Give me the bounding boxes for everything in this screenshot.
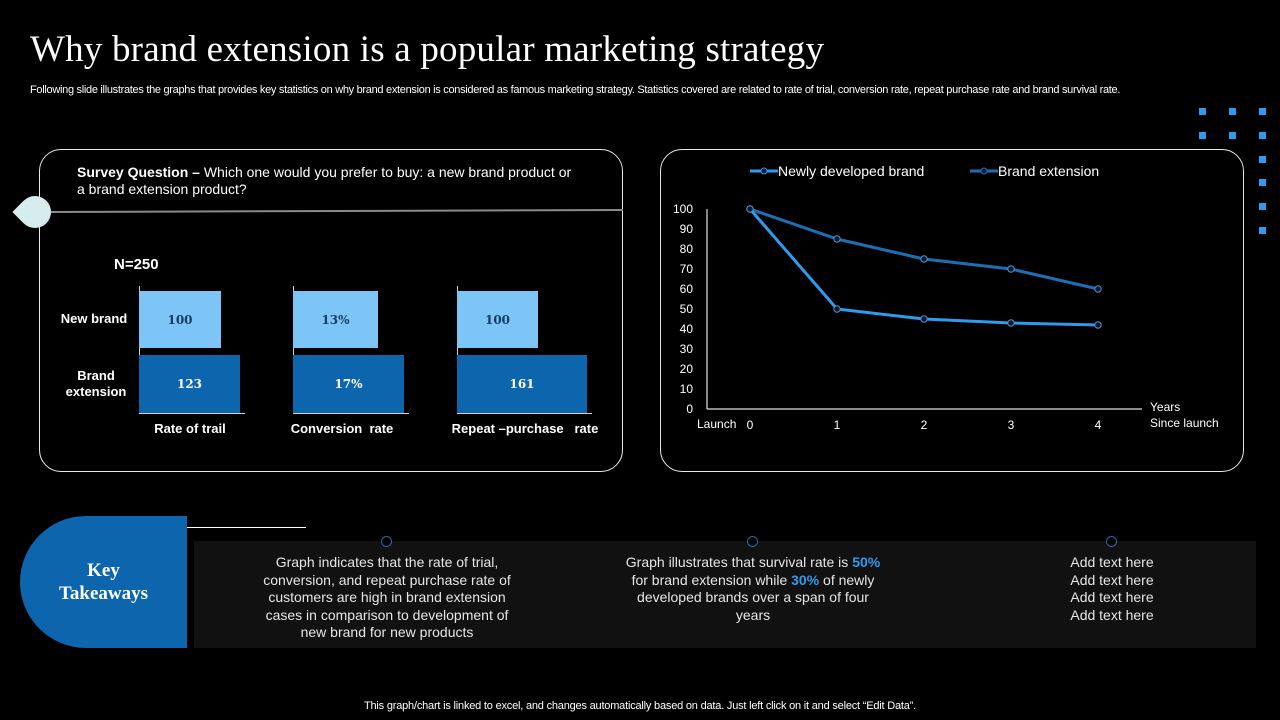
y-tick-label: 0 — [686, 402, 693, 416]
page-subtitle: Following slide illustrates the graphs t… — [30, 84, 1121, 96]
bar-new-brand[interactable]: 13% — [293, 291, 378, 348]
survey-question: Survey Question – Which one would you pr… — [77, 164, 577, 198]
x-axis-title-line1: Years — [1150, 400, 1181, 414]
footer-note: This graph/chart is linked to excel, and… — [364, 700, 916, 712]
bar-new-brand[interactable]: 100 — [139, 291, 221, 348]
data-point-marker[interactable] — [1094, 321, 1102, 329]
data-point-marker[interactable] — [1094, 285, 1102, 293]
badge-line1: Key — [87, 560, 120, 581]
survival-chart-panel — [660, 149, 1244, 472]
bar-axis-line — [457, 286, 458, 414]
placeholder-line: Add text here — [1070, 571, 1154, 588]
survey-question-label: Survey Question – — [77, 164, 200, 180]
circle-marker-icon — [381, 536, 392, 547]
data-point-marker[interactable] — [920, 255, 928, 263]
highlight-30: 30% — [791, 571, 820, 588]
legend-label: Newly developed brand — [778, 163, 925, 179]
x-tick-label: 2 — [921, 418, 928, 432]
bar-brand-extension[interactable]: 123 — [139, 355, 240, 413]
legend-item-newly-developed[interactable]: Newly developed brand — [750, 163, 924, 179]
takeaway-text-3: Add text here Add text here Add text her… — [1032, 554, 1192, 624]
takeaways-box — [194, 541, 1256, 648]
bar-baseline — [139, 413, 245, 414]
key-takeaways-badge: Key Takeaways — [20, 516, 187, 648]
bar-category-label: Repeat –purchase rate — [451, 421, 599, 436]
circle-marker-icon — [747, 536, 758, 547]
x-axis-launch-label: Launch — [697, 417, 737, 431]
bar-axis-line — [293, 286, 294, 414]
bar-new-brand[interactable]: 100 — [457, 291, 538, 348]
row-label-new-brand: New brand — [60, 311, 128, 326]
survey-chart-panel — [39, 149, 623, 472]
y-tick-label: 50 — [680, 302, 694, 316]
legend-label: Brand extension — [998, 163, 1100, 179]
y-tick-label: 10 — [680, 382, 694, 396]
y-tick-label: 90 — [680, 222, 694, 236]
sample-size-label: N=250 — [114, 256, 159, 273]
data-point-marker[interactable] — [1007, 319, 1015, 327]
data-point-marker[interactable] — [746, 205, 754, 213]
line-brand-extension[interactable] — [749, 207, 1099, 291]
data-point-marker[interactable] — [1007, 265, 1015, 273]
page-title: Why brand extension is a popular marketi… — [30, 29, 825, 70]
bar-axis-line — [139, 286, 140, 414]
highlight-50: 50% — [852, 554, 881, 570]
legend-line-marker-icon — [970, 167, 998, 175]
badge-line2: Takeaways — [58, 583, 149, 604]
y-tick-label: 70 — [680, 262, 694, 276]
y-tick-label: 40 — [680, 322, 694, 336]
x-tick-label: 1 — [834, 418, 841, 432]
takeaway-text-1: Graph indicates that the rate of trial, … — [263, 554, 511, 640]
circle-marker-icon — [1106, 536, 1117, 547]
x-axis-title-line2: Since launch — [1150, 416, 1219, 430]
data-point-marker[interactable] — [833, 305, 841, 313]
y-tick-label: 30 — [680, 342, 694, 356]
bar-category-label: Rate of trail — [154, 421, 226, 436]
bar-brand-extension[interactable]: 17% — [293, 355, 404, 413]
data-point-marker[interactable] — [833, 235, 841, 243]
data-point-marker[interactable] — [920, 315, 928, 323]
x-tick-label: 3 — [1008, 418, 1015, 432]
survey-question-text: Which one would you prefer to buy: a new… — [77, 164, 572, 197]
y-tick-label: 20 — [680, 362, 694, 376]
bar-baseline — [457, 413, 592, 414]
row-label-brand-extension: Brand extension — [65, 368, 127, 399]
y-tick-label: 60 — [680, 282, 694, 296]
bar-category-label: Conversion rate — [290, 421, 394, 436]
x-tick-label: 4 — [1095, 418, 1102, 432]
takeaway-text-2: Graph illustrates that survival rate is … — [625, 554, 881, 623]
x-tick-label: 0 — [747, 418, 754, 432]
placeholder-line: Add text here — [1070, 589, 1154, 605]
placeholder-line: Add text here — [1070, 606, 1154, 623]
takeaways-rule — [150, 527, 306, 528]
legend-item-brand-extension[interactable]: Brand extension — [970, 163, 1099, 179]
y-tick-label: 80 — [680, 242, 694, 256]
y-tick-label: 100 — [673, 202, 693, 216]
bar-baseline — [293, 413, 409, 414]
placeholder-line: Add text here — [1070, 554, 1154, 570]
legend-line-marker-icon — [750, 167, 778, 175]
bar-brand-extension[interactable]: 161 — [457, 355, 587, 413]
